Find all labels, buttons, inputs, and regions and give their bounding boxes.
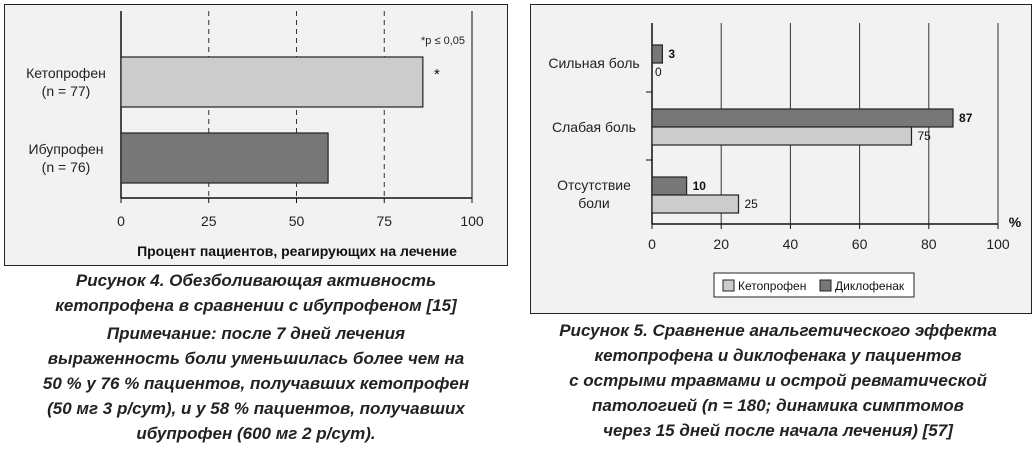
legend-swatch	[722, 279, 735, 292]
figure-4-title: Рисунок 4. Обезболивающая активность кет…	[0, 268, 512, 318]
x-tick-label: 100	[460, 213, 484, 229]
figure-5-caption: Рисунок 5. Сравнение анальгетического эф…	[520, 318, 1036, 443]
figure-4-note-line: ибупрофен (600 мг 2 р/сут).	[136, 424, 376, 443]
bar	[651, 108, 954, 128]
legend-box	[713, 272, 915, 298]
significance-note: *p ≤ 0,05	[421, 35, 465, 47]
chart-ketoprofen-vs-ibuprofen: 0 25 50 75 100 Кетопрофен (n = 77) Ибупрофен (n …	[4, 4, 508, 266]
legend-swatch	[819, 279, 832, 292]
bar	[651, 44, 663, 64]
category-label: Ибупрофен	[29, 141, 104, 157]
x-tick-label: 75	[376, 213, 392, 229]
bar	[120, 56, 424, 108]
figure-4-title-line: кетопрофена в сравнении с ибупрофеном [1…	[55, 296, 457, 315]
x-tick-label: 25	[201, 213, 217, 229]
figure-5-title-line: кетопрофена и диклофенака у пациентов	[594, 346, 962, 365]
category-label: (n = 76)	[42, 159, 91, 175]
category-label: боли	[578, 195, 610, 211]
figure-5-title-line: патологией (n = 180; динамика симптомов	[592, 396, 964, 415]
x-tick-label: 60	[852, 236, 868, 252]
x-tick-label: 20	[713, 236, 729, 252]
category-label: Кетопрофен	[26, 65, 106, 81]
chart-left-svg: 0 25 50 75 100 Кетопрофен (n = 77) Ибупрофен (n …	[26, 11, 484, 259]
data-label: 87	[959, 111, 973, 125]
data-label: 0	[655, 65, 662, 79]
figure-5-title-line: Рисунок 5. Сравнение анальгетического эф…	[559, 321, 997, 340]
bar	[651, 176, 688, 196]
category-label: (n = 77)	[42, 83, 91, 99]
x-tick-label: 80	[921, 236, 937, 252]
figure-4-title-line: Рисунок 4. Обезболивающая активность	[75, 271, 437, 290]
figure-5-title-line: через 15 дней после начала лечения) [57]	[603, 421, 953, 440]
x-axis-title: Процент пациентов, реагирующих на лечени…	[137, 243, 457, 259]
figure-4-note-line: (50 мг 3 р/сут), и у 58 % пациентов, пол…	[47, 399, 465, 418]
figure-4-note: Примечание: после 7 дней лечения выражен…	[0, 321, 512, 446]
figure-4-note-line: 50 % у 76 % пациентов, получавших кетопр…	[42, 374, 470, 393]
category-label: Отсутствие	[557, 177, 631, 193]
x-tick-label: 100	[986, 236, 1010, 252]
figure-4-note-line: Примечание: после 7 дней лечения	[106, 324, 406, 343]
x-unit-label: %	[1009, 214, 1022, 230]
x-tick-label: 50	[289, 213, 305, 229]
legend-label: Кетопрофен	[738, 279, 806, 293]
figure-4-caption: Рисунок 4. Обезболивающая активность кет…	[0, 268, 512, 446]
x-tick-label: 0	[648, 236, 656, 252]
significance-marker: *	[434, 66, 440, 83]
bar	[651, 126, 913, 146]
data-label: 3	[668, 47, 675, 61]
bar	[120, 132, 329, 184]
data-label: 25	[745, 197, 759, 211]
bar	[651, 194, 740, 214]
figure-4-note-line: выраженность боли уменьшилась более чем …	[47, 349, 465, 368]
figure-5-title-line: с острыми травмами и острой ревматическо…	[569, 371, 987, 390]
data-label: 10	[693, 179, 707, 193]
legend-label: Диклофенак	[835, 279, 905, 293]
data-label: 75	[918, 129, 932, 143]
category-label: Сильная боль	[548, 55, 639, 71]
category-label: Слабая боль	[552, 119, 636, 135]
x-tick-label: 40	[783, 236, 799, 252]
chart-ketoprofen-vs-diclofenac: 0 20 40 60 80 100% Сильная боль 3 0 Слабая боль 87…	[530, 4, 1032, 314]
x-tick-label: 0	[117, 213, 125, 229]
